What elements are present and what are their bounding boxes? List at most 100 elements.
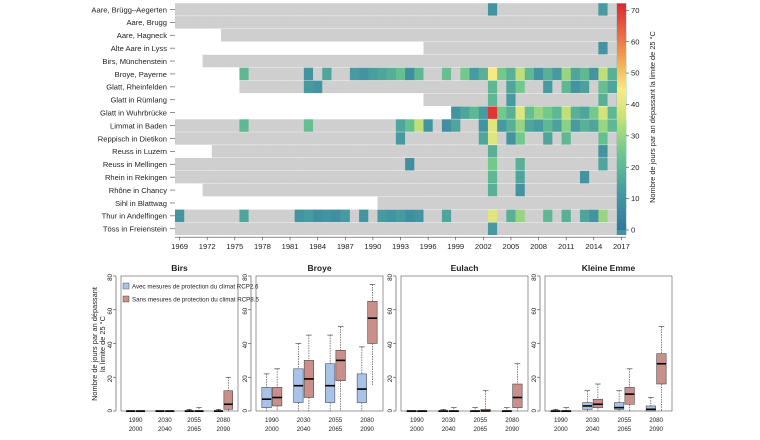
heat-cell-empty: [451, 80, 461, 94]
heat-cell-empty: [543, 93, 553, 106]
box-rcp85: [223, 390, 233, 410]
heat-cell-empty: [579, 196, 590, 210]
heat-cell-empty: [441, 29, 452, 42]
heat-cell-empty: [257, 54, 268, 68]
heat-cell: [607, 106, 618, 119]
heat-cell-empty: [349, 29, 360, 42]
heat-cell-empty: [349, 54, 360, 68]
heat-cell: [239, 119, 249, 132]
boxplot-panel: Birs020406080199020002030204020552065208…: [107, 263, 239, 433]
heat-cell-empty: [395, 80, 406, 94]
heat-cell-empty: [349, 132, 360, 145]
heat-cell-empty: [239, 158, 249, 171]
heat-cell-empty: [441, 80, 452, 94]
x-tick-label: 1969: [171, 242, 188, 251]
heat-cell-empty: [248, 132, 259, 145]
heat-cell-empty: [386, 3, 397, 16]
heat-cell: [598, 158, 608, 171]
heat-cell-empty: [267, 16, 277, 29]
colorbar-tick-label: 30: [631, 131, 639, 140]
heat-cell-empty: [359, 3, 369, 16]
heat-cell-empty: [184, 119, 194, 132]
heat-cell: [441, 209, 452, 223]
y-tick-label: 40: [387, 341, 394, 348]
heat-cell-empty: [368, 132, 378, 145]
heat-cell-empty: [497, 132, 507, 145]
heat-cell-empty: [441, 158, 452, 171]
heat-cell-empty: [285, 67, 295, 81]
heat-cell-empty: [524, 145, 535, 158]
heat-cell-empty: [386, 132, 397, 145]
heat-cell-empty: [322, 54, 332, 68]
heat-cell-empty: [230, 16, 240, 29]
heat-cell-empty: [276, 119, 286, 132]
box-rcp85: [272, 387, 283, 407]
heat-cell-empty: [414, 222, 424, 235]
station-label: Broye, Payerne: [115, 70, 167, 79]
heat-cell-empty: [267, 209, 277, 223]
period-label-end: 2090: [216, 426, 230, 433]
heat-cell-empty: [460, 145, 470, 158]
heat-cell-empty: [506, 54, 516, 68]
heat-cell-empty: [359, 80, 369, 94]
heat-cell-empty: [340, 119, 351, 132]
heat-cell-empty: [414, 132, 424, 145]
panel-title: Birs: [171, 263, 188, 273]
heat-cell-empty: [386, 119, 397, 132]
heat-cell-empty: [340, 158, 351, 171]
heat-cell-empty: [589, 183, 599, 197]
heat-cell-empty: [331, 16, 341, 29]
heat-cell: [359, 67, 369, 81]
heat-cell-empty: [441, 170, 452, 184]
heat-cell-empty: [239, 183, 249, 197]
period-label-start: 2080: [649, 417, 663, 424]
y-axis-label-line2: la limite de 25 °C: [98, 315, 107, 372]
heat-cell-empty: [248, 80, 259, 94]
heat-cell-empty: [515, 222, 526, 235]
heat-cell-empty: [487, 29, 498, 42]
heat-cell-empty: [533, 196, 544, 210]
heatmap-row: Reuss in Mellingen: [103, 158, 627, 171]
heat-cell-empty: [497, 145, 507, 158]
heat-cell: [340, 209, 351, 223]
heat-cell-empty: [276, 209, 286, 223]
heat-cell: [598, 132, 608, 145]
heat-cell-empty: [561, 158, 572, 171]
heat-cell: [515, 183, 526, 197]
heat-cell-empty: [202, 54, 213, 68]
heat-cell-empty: [349, 183, 360, 197]
box-rcp85: [335, 350, 346, 381]
heat-cell-empty: [257, 170, 268, 184]
heat-cell-empty: [248, 54, 259, 68]
heat-cell-empty: [432, 145, 443, 158]
heat-cell-empty: [460, 41, 470, 55]
heat-cell-empty: [552, 158, 562, 171]
heat-cell-empty: [386, 54, 397, 68]
heat-cell: [543, 209, 553, 223]
heat-cell-empty: [405, 170, 415, 184]
heat-cell-empty: [469, 119, 480, 132]
heat-cell-empty: [543, 41, 553, 55]
heat-cell-empty: [285, 16, 295, 29]
y-tick-label: 40: [242, 341, 249, 348]
heat-cell-empty: [303, 16, 314, 29]
heat-cell-empty: [460, 183, 470, 197]
heat-cell: [405, 209, 415, 223]
heat-cell-empty: [469, 196, 480, 210]
heat-cell-empty: [506, 41, 516, 55]
heat-cell-empty: [303, 158, 314, 171]
heat-cell-empty: [267, 29, 277, 42]
heat-cell-empty: [570, 132, 581, 145]
heat-cell-empty: [331, 80, 341, 94]
heat-cell-empty: [221, 16, 231, 29]
heat-cell-empty: [377, 145, 387, 158]
heat-cell-empty: [561, 170, 572, 184]
heat-cell: [515, 67, 526, 81]
heat-cell-empty: [579, 132, 590, 145]
heat-cell-empty: [423, 67, 434, 81]
heat-cell-empty: [432, 41, 443, 55]
station-label: Aare, Hagneck: [117, 31, 167, 40]
heat-cell-empty: [349, 222, 360, 235]
period-label-start: 2080: [216, 417, 230, 424]
heat-cell-empty: [267, 132, 277, 145]
